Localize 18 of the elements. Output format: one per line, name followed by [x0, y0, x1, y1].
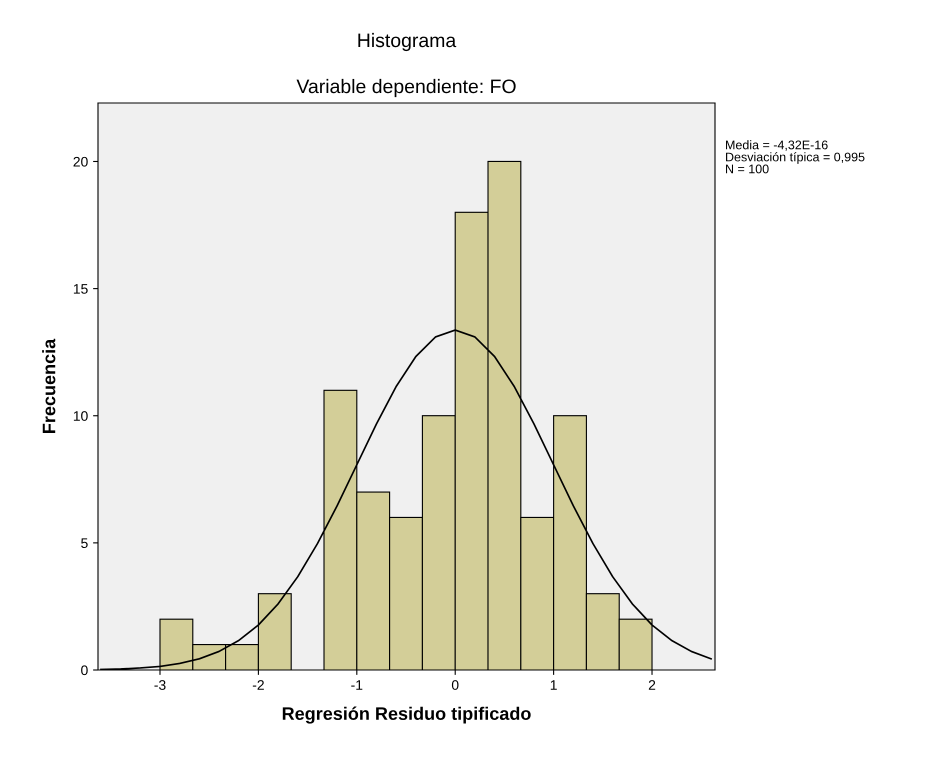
y-tick-label: 15	[74, 284, 88, 294]
text: Media = -4,32E-16	[726, 140, 828, 151]
x-tick-label: -3	[154, 680, 166, 690]
text: N = 100	[726, 164, 769, 174]
y-tick-label: 5	[81, 538, 88, 548]
x-axis-title: Regresión Residuo tipificado	[282, 706, 531, 724]
y-tick-label: 0	[81, 665, 88, 676]
x-tick-label: 1	[550, 680, 557, 690]
y-tick-label: 10	[74, 411, 88, 421]
x-tick-label: -1	[351, 680, 362, 690]
y-tick-label: 20	[74, 156, 88, 167]
chart-title: Histograma	[358, 32, 456, 52]
chart-subtitle: Variable dependiente: FO	[296, 78, 516, 98]
x-tick-label: 2	[648, 680, 656, 690]
y-axis-title: Frecuencia	[42, 338, 56, 433]
x-tick-label: -2	[252, 680, 264, 690]
x-tick-label: 0	[452, 680, 459, 690]
text: Desviación típica = 0,995	[726, 152, 864, 164]
